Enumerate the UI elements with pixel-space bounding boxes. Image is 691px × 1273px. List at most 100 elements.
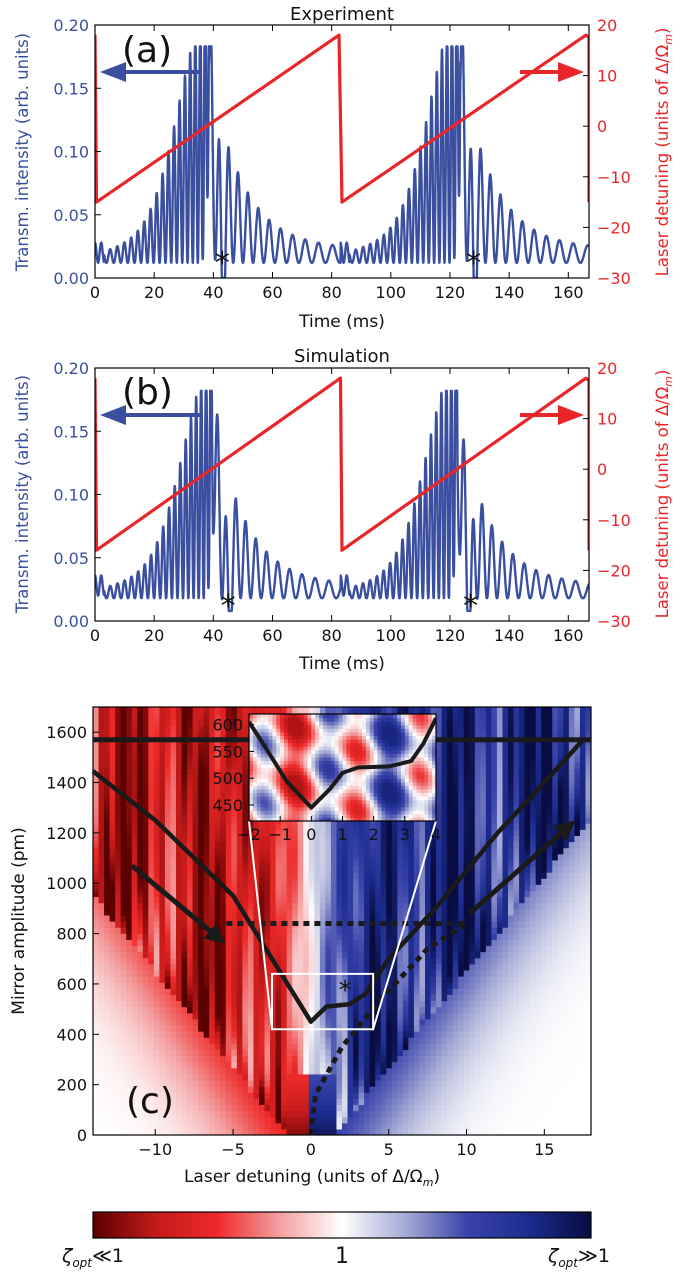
heatmap-cell xyxy=(98,1067,105,1075)
heatmap-cell xyxy=(259,829,266,836)
heatmap-cell xyxy=(397,865,404,873)
y-right-tick-label: 20 xyxy=(597,359,617,378)
heatmap-cell xyxy=(292,1067,299,1075)
heatmap-cell xyxy=(364,957,371,965)
heatmap-cell xyxy=(153,1018,160,1026)
heatmap-cell xyxy=(425,951,432,959)
heatmap-cell xyxy=(270,951,277,959)
heatmap-cell xyxy=(386,878,393,885)
heatmap-cell xyxy=(436,762,443,769)
heatmap-cell xyxy=(469,707,476,714)
heatmap-cell xyxy=(164,743,172,751)
heatmap-cell xyxy=(231,1061,238,1069)
heatmap-cell xyxy=(142,1012,149,1020)
heatmap-cell xyxy=(413,847,421,855)
heatmap-cell xyxy=(253,1073,260,1081)
heatmap-cell xyxy=(148,1067,155,1075)
heatmap-cell xyxy=(259,835,266,843)
heatmap-cell xyxy=(153,927,160,934)
heatmap-cell xyxy=(209,908,216,916)
heatmap-cell xyxy=(231,921,238,928)
heatmap-cell xyxy=(93,951,100,959)
heatmap-cell xyxy=(98,890,105,898)
heatmap-cell xyxy=(209,829,216,836)
heatmap-cell xyxy=(458,768,465,775)
heatmap-cell xyxy=(142,1116,149,1124)
heatmap-cell xyxy=(336,1073,343,1081)
heatmap-cell xyxy=(286,951,293,959)
heatmap-cell xyxy=(441,921,448,928)
heatmap-cell xyxy=(308,902,315,910)
heatmap-cell xyxy=(375,829,382,836)
heatmap-cell xyxy=(203,1061,210,1069)
heatmap-cell xyxy=(303,865,310,873)
heatmap-cell xyxy=(425,1006,432,1014)
heatmap-cell xyxy=(198,1079,205,1087)
heatmap-cell xyxy=(203,994,210,1002)
heatmap-cell xyxy=(231,872,238,879)
heatmap-cell xyxy=(164,762,172,769)
heatmap-cell xyxy=(259,945,266,953)
heatmap-cell xyxy=(148,1037,155,1044)
heatmap-cell xyxy=(408,853,415,861)
heatmap-cell xyxy=(408,841,415,849)
heatmap-cell xyxy=(214,951,221,959)
heatmap-cell xyxy=(142,798,149,806)
heatmap-cell xyxy=(386,1043,393,1050)
heatmap-cell xyxy=(153,1000,160,1008)
heatmap-cell xyxy=(297,1006,304,1014)
heatmap-cell xyxy=(153,994,160,1002)
heatmap-cell xyxy=(303,1122,310,1130)
heatmap-cell xyxy=(115,908,122,916)
heatmap-cell xyxy=(430,1055,437,1063)
heatmap-cell xyxy=(391,1037,398,1044)
heatmap-cell xyxy=(120,780,127,788)
heatmap-cell xyxy=(142,1043,149,1050)
heatmap-cell xyxy=(220,798,227,806)
heatmap-cell xyxy=(126,804,133,812)
heatmap-cell xyxy=(303,835,310,843)
heatmap-cell xyxy=(447,755,454,763)
heatmap-cell xyxy=(292,902,299,910)
heatmap-cell xyxy=(220,933,227,940)
heatmap-cell xyxy=(369,823,376,830)
heatmap-cell xyxy=(441,713,448,720)
heatmap-cell xyxy=(286,1104,293,1112)
heatmap-cell xyxy=(474,1116,481,1124)
heatmap-cell xyxy=(115,927,122,934)
heatmap-cell xyxy=(104,914,111,922)
heatmap-cell xyxy=(364,1116,371,1124)
heatmap-cell xyxy=(375,951,382,959)
heatmap-cell xyxy=(148,780,155,788)
heatmap-cell xyxy=(463,1000,470,1008)
heatmap-cell xyxy=(187,878,194,885)
heatmap-cell xyxy=(104,1055,111,1063)
heatmap-cell xyxy=(104,786,111,794)
heatmap-cell xyxy=(397,829,404,836)
heatmap-cell xyxy=(198,1006,205,1014)
heatmap-cell xyxy=(159,1037,166,1044)
heatmap-cell xyxy=(441,914,448,922)
heatmap-cell xyxy=(153,1037,160,1044)
heatmap-cell xyxy=(104,1024,111,1032)
heatmap-cell xyxy=(153,823,160,830)
heatmap-cell xyxy=(214,1079,221,1087)
heatmap-cell xyxy=(159,1031,166,1038)
heatmap-cell xyxy=(148,810,155,818)
heatmap-cell xyxy=(413,976,421,983)
heatmap-cell xyxy=(220,1067,227,1075)
heatmap-cell xyxy=(247,927,255,934)
heatmap-cell xyxy=(308,988,315,995)
heatmap-cell xyxy=(474,1086,481,1093)
heatmap-cell xyxy=(236,829,243,836)
heatmap-cell xyxy=(137,1049,144,1057)
heatmap-cell xyxy=(408,890,415,898)
heatmap-cell xyxy=(142,755,149,763)
heatmap-cell xyxy=(397,1116,404,1124)
heatmap-cell xyxy=(380,969,387,977)
heatmap-cell xyxy=(297,1092,304,1099)
heatmap-cell xyxy=(98,829,105,836)
heatmap-cell xyxy=(330,1098,338,1106)
heatmap-cell xyxy=(375,1024,382,1032)
heatmap-cell xyxy=(176,1043,183,1050)
